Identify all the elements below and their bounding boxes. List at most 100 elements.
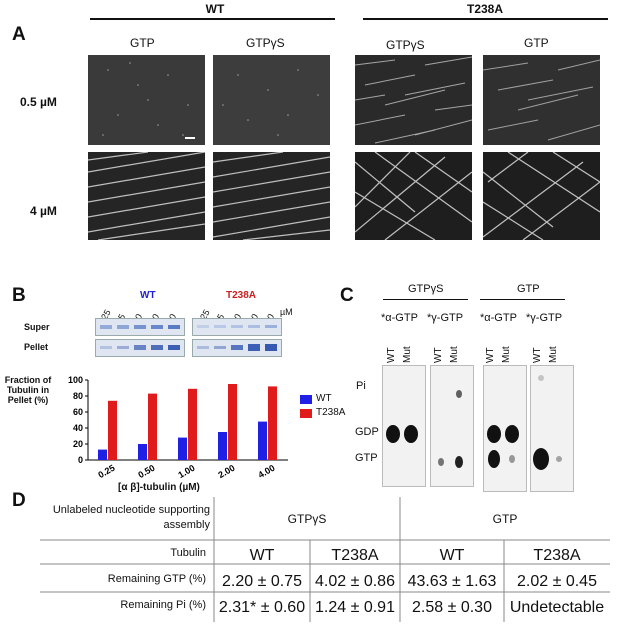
- panel-d-letter: D: [12, 490, 26, 511]
- legend-swatch-wt: [300, 395, 312, 404]
- table-pi-3: 2.58 ± 0.30: [412, 599, 492, 616]
- table-group-gtp: GTP: [492, 512, 518, 526]
- micrograph-t238a-gtpgs-05: [355, 55, 472, 145]
- micrograph-t238a-gtp-05: [483, 55, 600, 145]
- tlc-lane-4: Mut: [449, 346, 460, 363]
- chart-y-tick-label: 80: [73, 391, 83, 401]
- gel-wt-super: [95, 318, 185, 336]
- micrograph-wt-gtpgs-4: [213, 152, 330, 240]
- legend-label-t238a: T238A: [316, 407, 346, 418]
- gel-t238a-pellet: [192, 339, 282, 357]
- chart-bar-t238a-0.50: [148, 393, 157, 460]
- table-gtp-4: 2.02 ± 0.45: [517, 573, 597, 590]
- table-gtp-3: 43.63 ± 1.63: [407, 573, 497, 590]
- tlc-lane-2: Mut: [402, 346, 413, 363]
- col-label-4: GTP: [524, 36, 549, 50]
- table-header-left: Unlabeled nucleotide supporting assembly: [52, 504, 210, 531]
- gel-t238a-super: [192, 318, 282, 336]
- tlc-lane-3: WT: [433, 347, 444, 363]
- gel-wt-label: WT: [140, 290, 156, 301]
- gel-t238a-label: T238A: [226, 290, 257, 301]
- gel-unit: µM: [280, 307, 293, 317]
- table-pi-2: 1.24 ± 0.91: [315, 599, 395, 616]
- chart-bar-wt-0.50: [138, 444, 147, 460]
- gel-row-super: Super: [24, 322, 50, 332]
- table-group-gtpgs: GTPγS: [287, 512, 327, 526]
- chart-bar-wt-0.25: [98, 449, 107, 460]
- gel-row-pellet: Pellet: [24, 342, 49, 352]
- table-tubulin-4: T238A: [533, 547, 581, 564]
- table-row-gtp-label: Remaining GTP (%): [107, 573, 206, 585]
- tlc-strip-3: [483, 365, 527, 492]
- table-pi-1: 2.31* ± 0.60: [218, 599, 306, 616]
- chart-x-tick-label: 2.00: [216, 463, 236, 480]
- chart-y-tick-label: 100: [68, 375, 83, 385]
- t238a-header: T238A: [466, 2, 504, 16]
- tlc-sub-3: *α-GTP: [480, 312, 517, 324]
- table-gtp-1: 2.20 ± 0.75: [222, 573, 302, 590]
- chart-ylabel: Fraction of Tubulin in Pellet (%): [4, 375, 52, 405]
- legend-label-wt: WT: [316, 393, 332, 404]
- gel-wt-pellet: [95, 339, 185, 357]
- tlc-strip-1: [382, 365, 426, 487]
- tubulin-pellet-bar-chart: 0 20 40 60 80 100 0.25 0.50 1.00 2.00 4.00: [68, 375, 288, 480]
- chart-bar-wt-1.00: [178, 437, 187, 460]
- chart-y-tick-label: 0: [78, 455, 83, 465]
- panel-a-letter: A: [12, 24, 26, 45]
- micrograph-wt-gtp-05: [88, 55, 205, 145]
- chart-bar-wt-4.00: [258, 421, 267, 460]
- tlc-group-gtp: GTP: [517, 283, 540, 295]
- chart-y-tick-label: 40: [73, 423, 83, 433]
- tlc-sub-4: *γ-GTP: [526, 312, 563, 324]
- table-tubulin-1: WT: [249, 547, 275, 564]
- chart-bar-t238a-2.00: [228, 384, 237, 460]
- tlc-group-gtpgs-bar: [383, 299, 468, 300]
- table-gtp-2: 4.02 ± 0.86: [315, 573, 395, 590]
- table-grid-lines: [40, 497, 610, 622]
- tlc-sub-2: *γ-GTP: [427, 312, 464, 324]
- table-row-pi-label: Remaining Pi (%): [120, 599, 206, 611]
- row-label-4um: 4 µM: [30, 204, 57, 218]
- table-pi-4: Undetectable: [509, 599, 605, 616]
- micrograph-t238a-gtpgs-4: [355, 152, 472, 240]
- tlc-lane-6: Mut: [501, 346, 512, 363]
- chart-bar-wt-2.00: [218, 432, 227, 460]
- col-label-1: GTP: [130, 36, 155, 50]
- chart-x-tick-label: 4.00: [256, 463, 276, 480]
- panel-c-letter: C: [340, 285, 354, 306]
- chart-y-tick-label: 60: [73, 407, 83, 417]
- tlc-spot-pi: Pi: [356, 380, 366, 392]
- tlc-group-gtp-bar: [480, 299, 565, 300]
- tlc-spot-gdp: GDP: [355, 426, 379, 438]
- chart-y-tick-label: 20: [73, 439, 83, 449]
- chart-x-tick-label: 0.50: [136, 463, 156, 480]
- tlc-group-gtpgs: GTPγS: [408, 283, 444, 295]
- tlc-strip-2: [430, 365, 474, 487]
- legend-swatch-t238a: [300, 409, 312, 418]
- micrograph-wt-gtp-4: [88, 152, 205, 240]
- chart-bar-t238a-0.25: [108, 400, 117, 460]
- micrograph-t238a-gtp-4: [483, 152, 600, 240]
- panel-b-letter: B: [12, 285, 26, 306]
- tlc-lane-8: Mut: [548, 346, 559, 363]
- chart-x-tick-label: 1.00: [176, 463, 196, 480]
- t238a-header-bar: [363, 18, 608, 20]
- row-label-05um: 0.5 µM: [20, 95, 57, 109]
- micrograph-wt-gtpgs-05: [213, 55, 330, 145]
- tlc-lane-5: WT: [485, 347, 496, 363]
- chart-bar-t238a-4.00: [268, 386, 277, 460]
- chart-x-tick-label: 0.25: [96, 463, 116, 480]
- tlc-strip-4: [530, 365, 574, 492]
- tlc-spot-gtp: GTP: [355, 452, 378, 464]
- wt-header: WT: [205, 2, 225, 16]
- chart-xlabel: [α β]-tubulin (µM): [118, 482, 200, 493]
- tlc-lane-7: WT: [532, 347, 543, 363]
- wt-header-bar: [90, 18, 335, 20]
- col-label-3: GTPγS: [386, 38, 425, 52]
- tlc-lane-1: WT: [386, 347, 397, 363]
- table-row-tubulin-label: Tubulin: [170, 547, 206, 559]
- chart-bar-t238a-1.00: [188, 388, 197, 460]
- tlc-sub-1: *α-GTP: [381, 312, 418, 324]
- col-label-2: GTPγS: [246, 36, 285, 50]
- table-tubulin-2: T238A: [331, 547, 379, 564]
